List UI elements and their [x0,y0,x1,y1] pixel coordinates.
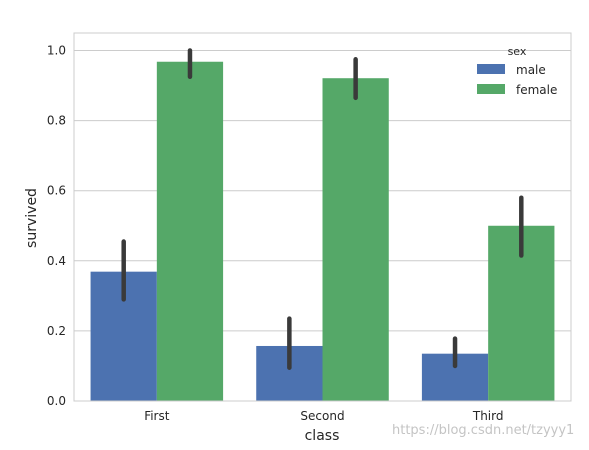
x-axis-label: class [305,428,340,444]
x-tick-labels: First Second Third [144,409,503,423]
bar-female-second [322,78,389,401]
plot-frame [73,32,572,402]
x-tick-label: First [144,409,170,423]
legend-swatch-male [477,64,505,74]
y-tick-label: 1.0 [47,44,66,58]
legend-label-male: male [516,63,546,77]
y-axis-label: survived [24,188,40,248]
error-bars [121,48,524,370]
watermark: https://blog.csdn.net/tzyyy1 [392,423,575,438]
x-tick-label: Second [300,409,344,423]
legend-swatch-female [477,84,505,94]
y-tick-label: 0.2 [47,324,66,338]
x-tick-label: Third [472,409,504,423]
y-tick-labels: 0.0 0.2 0.4 0.6 0.8 1.0 [47,44,66,408]
y-tick-label: 0.6 [47,184,66,198]
legend-title: sex [508,45,527,58]
bar-female-first [156,61,224,402]
y-tick-label: 0.8 [47,114,66,128]
legend-label-female: female [516,83,557,97]
y-tick-label: 0.0 [47,394,66,408]
y-tick-label: 0.4 [47,254,66,268]
legend: sex male female [477,45,557,97]
